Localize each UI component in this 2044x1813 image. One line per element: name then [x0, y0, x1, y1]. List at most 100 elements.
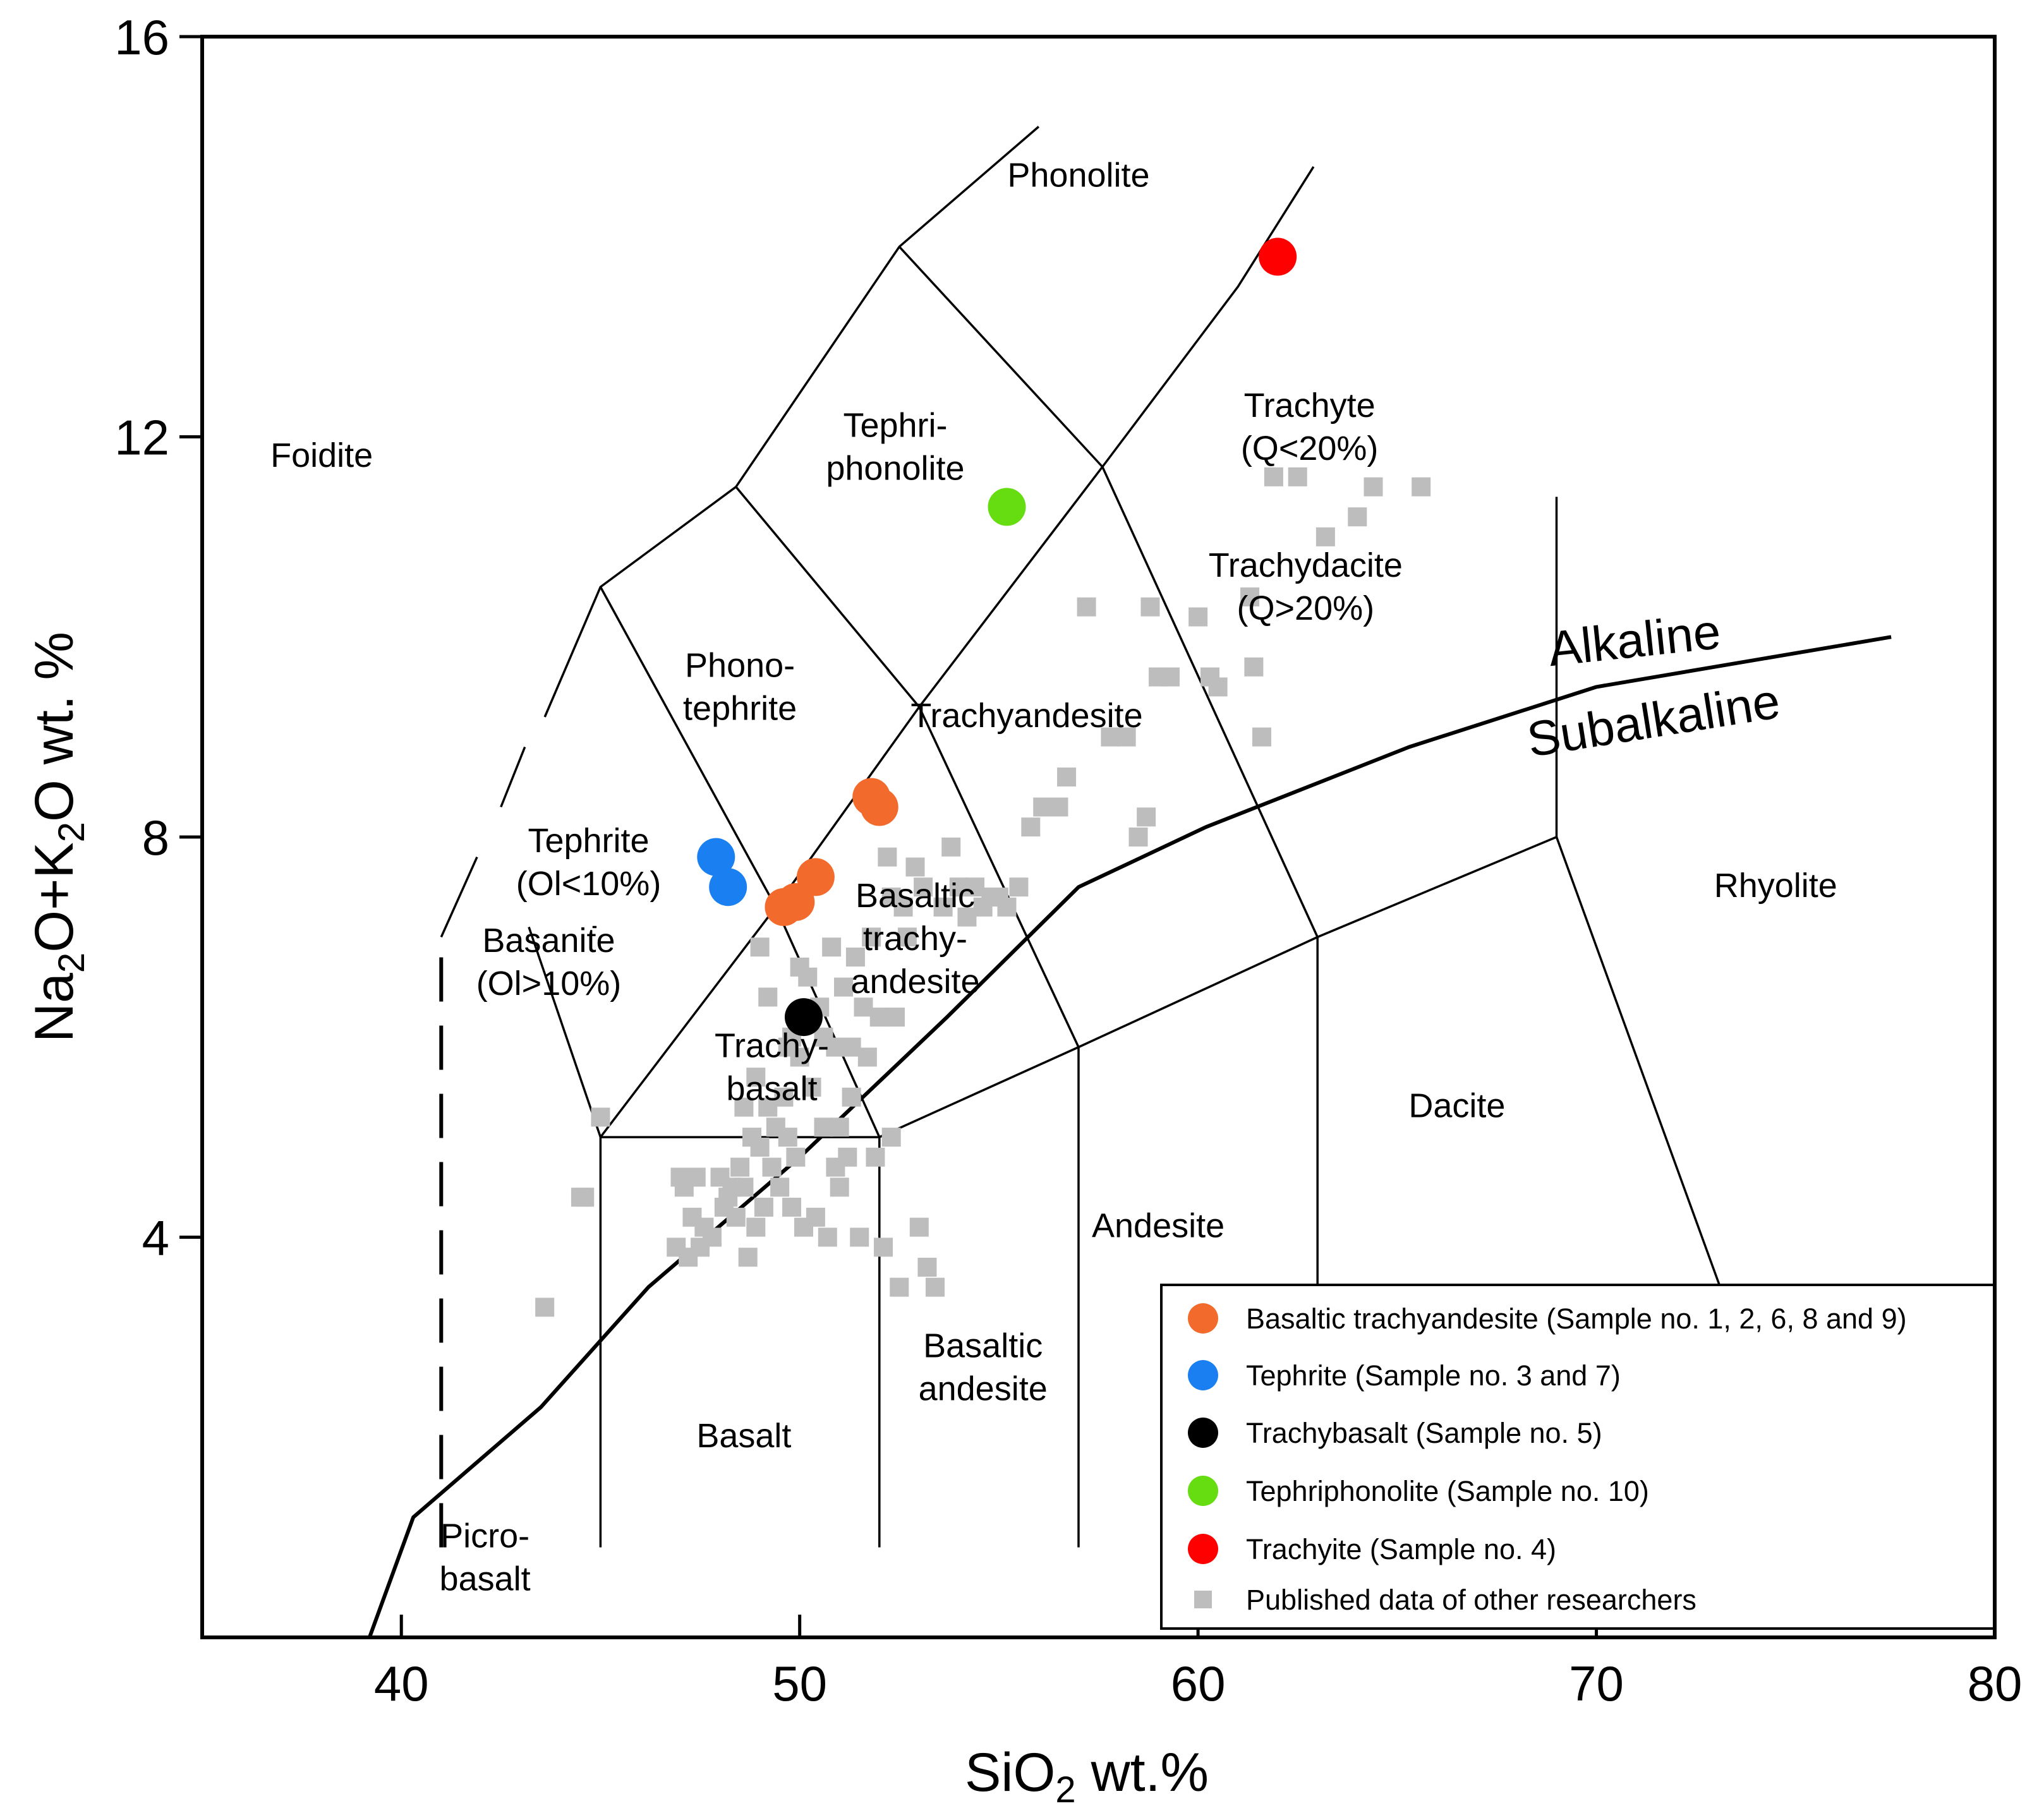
y-axis-title-b: O+K [24, 842, 85, 952]
published-data-point [933, 897, 953, 917]
field-label-line: (Ol<10%) [516, 865, 662, 903]
published-data-point [758, 1097, 778, 1117]
field-label-picro: Picro-basalt [440, 1517, 531, 1598]
published-data-point [790, 957, 809, 977]
field-label-trachyandesite: Trachyandesite [910, 697, 1142, 735]
y-axis-title-a: Na [24, 973, 85, 1042]
published-data-point [726, 1207, 746, 1227]
field-label-line: Trachyte [1244, 387, 1376, 425]
field-label-phonolite: Phonolite [1007, 157, 1149, 195]
published-data-point [890, 1277, 909, 1297]
field-label-line: Phono- [685, 647, 795, 685]
published-data-point [682, 1207, 702, 1227]
published-data-point [842, 1087, 861, 1107]
published-data-point [854, 997, 873, 1017]
y-axis-title-c: O wt. % [24, 632, 85, 822]
legend-marker-tephriphonolite-sample [1188, 1476, 1218, 1506]
published-data-point [734, 1097, 754, 1117]
basaltic-trachyandesite-sample-point-4 [765, 888, 803, 926]
field-label-line: (Q>20%) [1237, 589, 1375, 627]
y-axis-title: Na2O+K2O wt. % [24, 632, 92, 1042]
published-data-point [1077, 597, 1096, 617]
legend-box [1160, 1284, 1995, 1630]
published-data-point [885, 1008, 905, 1027]
published-data-point [1240, 587, 1260, 606]
field-label-line: Basalt [696, 1417, 791, 1455]
published-data-point [1101, 727, 1120, 747]
field-label-line: trachy- [863, 920, 967, 958]
field-label-line: phonolite [826, 450, 964, 488]
published-data-point [746, 1068, 766, 1087]
published-data-point [1033, 797, 1053, 817]
published-data-point [746, 1217, 766, 1237]
published-data-point [734, 1178, 754, 1197]
published-data-point [893, 897, 913, 917]
y-tick-label: 8 [142, 810, 169, 865]
published-data-point [822, 937, 842, 957]
published-data-point [965, 877, 985, 897]
published-data-point [1315, 527, 1335, 546]
x-axis-title-sub: 2 [1055, 1769, 1075, 1810]
published-data-point [750, 937, 770, 957]
field-label-trachydacite: Trachydacite (Q>20%) [1209, 546, 1403, 627]
boundary-line-6 [918, 706, 1080, 1048]
trachybasalt-sample-sample-point-0 [784, 998, 823, 1037]
published-data-point [1057, 767, 1077, 786]
published-data-point [957, 907, 977, 927]
x-tick-label: 70 [1569, 1656, 1624, 1711]
field-label-tephrite: Tephrite (Ol<10%) [516, 822, 662, 903]
boundary-line-19 [367, 635, 1892, 1639]
published-data-point [909, 1217, 929, 1237]
published-data-point [857, 1047, 877, 1067]
published-data-point [1009, 877, 1029, 897]
boundary-line-9 [1555, 836, 1725, 1298]
published-data-point [826, 1157, 845, 1177]
published-data-point [786, 1147, 806, 1167]
field-label-line: Rhyolite [1714, 867, 1837, 905]
published-data-point [1412, 477, 1431, 497]
published-data-point [926, 1277, 945, 1297]
x-tick-label: 50 [772, 1656, 827, 1711]
field-label-dacite: Dacite [1408, 1087, 1505, 1124]
legend-label: Trachyite (Sample no. 4) [1246, 1533, 1556, 1565]
published-data-point [762, 1157, 782, 1177]
field-label-line: Trachydacite [1209, 546, 1403, 584]
field-label-line: Tephrite [528, 822, 649, 860]
field-label-trachyte: Trachyte (Q<20%) [1241, 387, 1379, 467]
published-data-point [814, 1117, 833, 1137]
published-data-point [750, 1137, 770, 1157]
published-data-point [830, 1117, 849, 1137]
legend-label: Tephriphonolite (Sample no. 10) [1246, 1475, 1649, 1507]
data-points [535, 238, 1431, 1317]
field-label-phono: Phono-tephrite [683, 647, 797, 728]
boundary-line-7 [1101, 466, 1319, 938]
published-data-point [914, 877, 933, 897]
boundary-line-17 [898, 246, 1104, 468]
published-data-point [866, 1147, 885, 1167]
published-data-point [1137, 807, 1156, 827]
legend-label: Tephrite (Sample no. 3 and 7) [1246, 1359, 1621, 1392]
field-label-line: (Q<20%) [1241, 430, 1379, 467]
published-data-point [686, 1167, 706, 1187]
published-data-point [806, 1207, 825, 1227]
field-label-rhyolite: Rhyolite [1714, 867, 1837, 905]
published-data-point [862, 927, 881, 947]
tephriphonolite-sample-sample-point-0 [988, 488, 1026, 526]
field-label-line: Andesite [1092, 1207, 1225, 1245]
legend-label: Trachybasalt (Sample no. 5) [1246, 1417, 1602, 1449]
published-data-point [1021, 817, 1041, 837]
published-data-point [575, 1188, 595, 1207]
boundary-line-10 [528, 926, 602, 1138]
legend-marker-trachyite-sample [1188, 1534, 1218, 1564]
tephrite-sample-sample-point-0 [697, 838, 735, 876]
published-data-point [874, 1238, 893, 1257]
published-data-point [941, 837, 961, 857]
published-data-point [778, 1128, 797, 1147]
published-data-point [730, 1157, 750, 1177]
y-tick-label: 12 [114, 410, 169, 466]
published-data-point [738, 1248, 758, 1267]
field-label-line: Picro- [440, 1517, 529, 1555]
boundary-line-3 [600, 166, 1315, 1138]
published-data-point [818, 1227, 837, 1247]
